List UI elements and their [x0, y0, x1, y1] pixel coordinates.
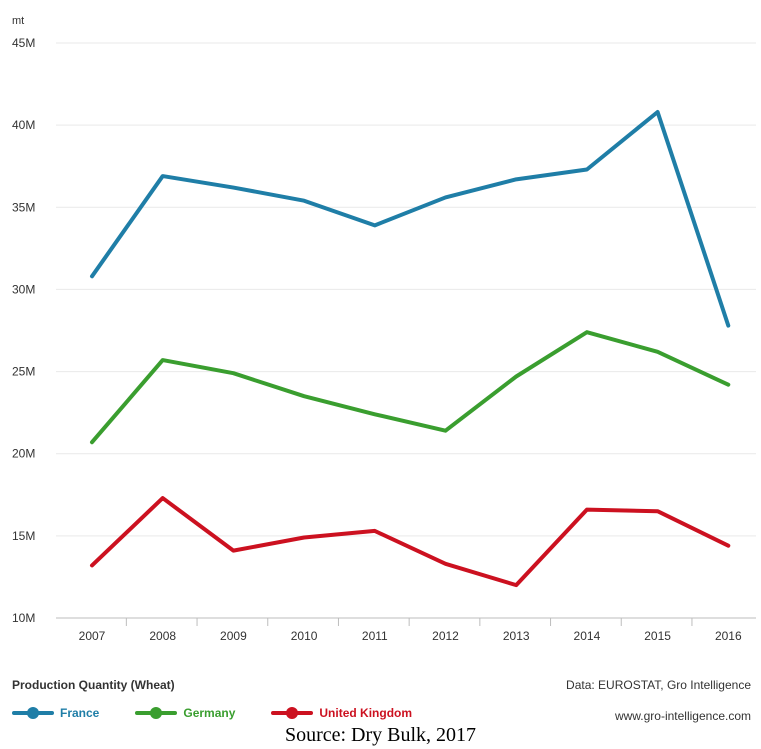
x-tick-label: 2010	[291, 629, 318, 643]
figure-caption: Source: Dry Bulk, 2017	[284, 724, 477, 746]
legend-marker	[286, 707, 299, 719]
series-line-united-kingdom	[90, 496, 731, 588]
series-line-germany	[90, 330, 731, 445]
x-tick-label: 2012	[432, 629, 459, 643]
x-tick-label: 2014	[574, 629, 601, 643]
y-axis: 10M 15M 20M 25M 30M 35M 40M 45M	[12, 36, 35, 625]
y-tick-label: 35M	[12, 200, 35, 214]
x-tick-label: 2008	[149, 629, 176, 643]
x-axis: 2007 2008 2009 2010 2011 2012 2013 2014 2015 2016	[56, 617, 756, 643]
line-chart: mt 10M 15M 20M 25M 30M 35M 40M 45M 2007 2008 2009…	[12, 15, 756, 643]
legend-item-germany: Germany	[135, 706, 235, 720]
legend: France Germany United Kingdom	[12, 706, 448, 720]
series-lines	[90, 110, 731, 588]
x-tick-label: 2015	[644, 629, 671, 643]
x-tick-label: 2016	[715, 629, 742, 643]
y-tick-label: 45M	[12, 36, 35, 50]
y-tick-label: 20M	[12, 447, 35, 461]
y-unit-label: mt	[12, 15, 24, 27]
legend-item-france: France	[12, 706, 99, 720]
x-tick-label: 2011	[362, 629, 388, 643]
x-tick-label: 2007	[79, 629, 106, 643]
y-tick-label: 10M	[12, 611, 35, 625]
legend-swatch-united-kingdom	[271, 707, 314, 719]
y-tick-label: 25M	[12, 365, 35, 379]
legend-swatch-france	[12, 707, 54, 719]
gridlines	[56, 42, 756, 537]
y-tick-label: 30M	[12, 282, 35, 296]
legend-marker	[150, 707, 163, 719]
y-tick-label: 15M	[12, 529, 35, 543]
data-source: Data: EUROSTAT, Gro Intelligence	[566, 678, 751, 692]
legend-label-germany: Germany	[183, 706, 236, 720]
series-line-france	[90, 110, 731, 328]
legend-item-united-kingdom: United Kingdom	[271, 706, 412, 720]
legend-swatch-germany	[135, 707, 178, 719]
x-tick-label: 2009	[220, 629, 247, 643]
x-tick-label: 2013	[503, 629, 530, 643]
website-link[interactable]: www.gro-intelligence.com	[614, 709, 751, 723]
y-tick-label: 40M	[12, 118, 35, 132]
legend-marker	[27, 707, 39, 719]
legend-label-united-kingdom: United Kingdom	[319, 706, 413, 720]
chart-title: Production Quantity (Wheat)	[12, 678, 175, 692]
legend-label-france: France	[60, 706, 100, 720]
